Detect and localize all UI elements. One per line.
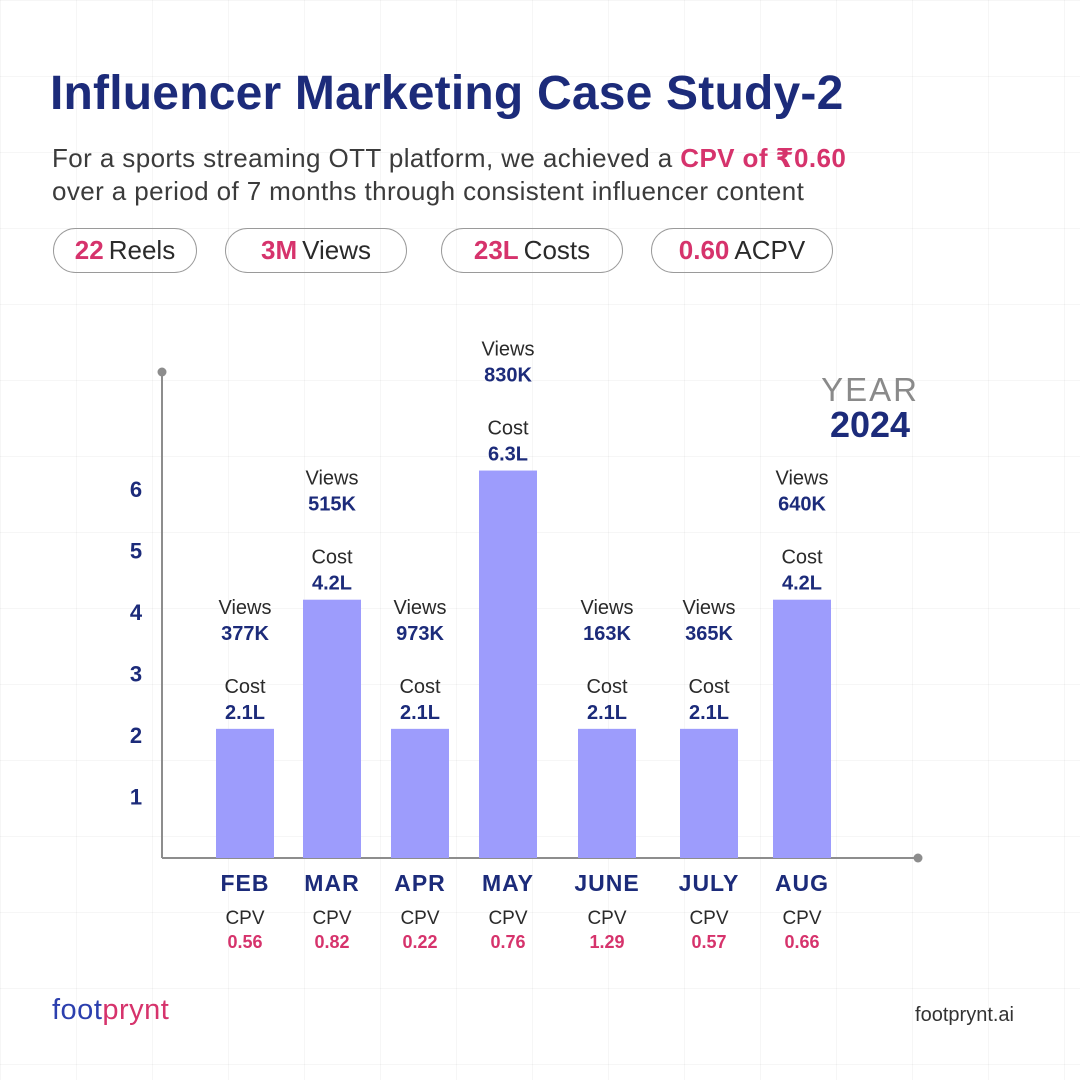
bar	[391, 728, 449, 858]
stat-pill-reels: 22 Reels	[53, 228, 197, 273]
stat-pill-costs: 23L Costs	[441, 228, 623, 273]
y-tick-label: 6	[130, 477, 142, 502]
cost-label: Cost	[586, 676, 628, 698]
cost-value: 6.3L	[488, 444, 528, 466]
x-tick-label: MAR	[304, 870, 359, 896]
cost-value: 2.1L	[400, 702, 440, 724]
cost-value: 4.2L	[312, 573, 352, 595]
cpv-value: 1.29	[589, 932, 624, 952]
cost-label: Cost	[781, 547, 823, 569]
stat-label: Reels	[108, 235, 176, 265]
subtitle-text: For a sports streaming OTT platform, we …	[52, 143, 681, 173]
stat-pill-acpv: 0.60 ACPV	[651, 228, 833, 273]
cpv-label: CPV	[782, 908, 821, 929]
x-tick-label: JULY	[679, 870, 740, 896]
cost-value: 2.1L	[689, 702, 729, 724]
views-label: Views	[306, 468, 359, 490]
subtitle-text-line2: over a period of 7 months through consis…	[52, 176, 805, 206]
bar	[303, 599, 361, 858]
x-tick-label: MAY	[482, 870, 534, 896]
views-label: Views	[581, 597, 634, 619]
stat-value: 22	[74, 235, 104, 265]
cost-label: Cost	[224, 676, 266, 698]
cpv-label: CPV	[225, 908, 264, 929]
stat-label: Costs	[523, 235, 591, 265]
x-axis-end-dot	[913, 853, 923, 863]
cpv-value: 0.56	[227, 932, 262, 952]
brand-logo-accent: prynt	[102, 994, 170, 1026]
x-tick-label: JUNE	[574, 870, 639, 896]
x-tick-label: APR	[394, 870, 446, 896]
views-value: 515K	[308, 494, 356, 516]
website-link: footprynt.ai	[915, 1004, 1014, 1026]
x-tick-label: AUG	[775, 870, 829, 896]
stat-label: ACPV	[734, 235, 806, 265]
bar	[578, 728, 636, 858]
views-label: Views	[776, 468, 829, 490]
views-value: 830K	[484, 365, 532, 387]
views-label: Views	[394, 597, 447, 619]
cpv-value: 0.66	[784, 932, 819, 952]
bar	[773, 599, 831, 858]
cost-value: 4.2L	[782, 573, 822, 595]
bar	[680, 728, 738, 858]
cpv-label: CPV	[400, 908, 439, 929]
bar	[479, 470, 537, 858]
cost-value: 2.1L	[587, 702, 627, 724]
y-tick-label: 4	[130, 600, 143, 625]
cost-label: Cost	[399, 676, 441, 698]
brand-logo: footprynt	[52, 994, 169, 1027]
x-tick-label: FEB	[221, 870, 270, 896]
year-value: 2024	[829, 404, 911, 445]
cpv-label: CPV	[312, 908, 351, 929]
cpv-label: CPV	[587, 908, 626, 929]
stat-value: 3M	[260, 235, 298, 265]
brand-logo-part: foot	[52, 994, 103, 1026]
cpv-value: 0.57	[691, 932, 726, 952]
stat-value: 0.60	[678, 235, 730, 265]
year-label: YEAR	[821, 371, 919, 408]
cpv-value: 0.22	[402, 932, 437, 952]
y-tick-label: 3	[130, 662, 142, 687]
views-value: 365K	[685, 623, 733, 645]
cpv-label: CPV	[689, 908, 728, 929]
y-axis-end-dot	[157, 367, 167, 377]
cost-label: Cost	[688, 676, 730, 698]
y-tick-label: 2	[130, 723, 142, 748]
cost-value: 2.1L	[225, 702, 265, 724]
cost-label: Cost	[487, 418, 529, 440]
views-value: 640K	[778, 494, 826, 516]
subtitle-highlight: CPV of ₹0.60	[680, 143, 847, 173]
y-tick-label: 1	[130, 785, 142, 810]
views-value: 377K	[221, 623, 269, 645]
cpv-value: 0.76	[490, 932, 525, 952]
stat-label: Views	[302, 235, 371, 265]
stat-value: 23L	[473, 235, 519, 265]
stat-pill-views: 3M Views	[225, 228, 407, 273]
views-label: Views	[683, 597, 736, 619]
cpv-label: CPV	[488, 908, 527, 929]
cost-label: Cost	[311, 547, 353, 569]
subtitle: For a sports streaming OTT platform, we …	[52, 142, 1052, 208]
cpv-value: 0.82	[314, 932, 349, 952]
year-badge: YEAR 2024	[800, 373, 940, 443]
views-value: 973K	[396, 623, 444, 645]
views-value: 163K	[583, 623, 631, 645]
bar	[216, 728, 274, 858]
views-label: Views	[482, 339, 535, 361]
y-tick-label: 5	[130, 539, 142, 564]
views-label: Views	[219, 597, 272, 619]
page-title: Influencer Marketing Case Study-2	[50, 67, 844, 120]
